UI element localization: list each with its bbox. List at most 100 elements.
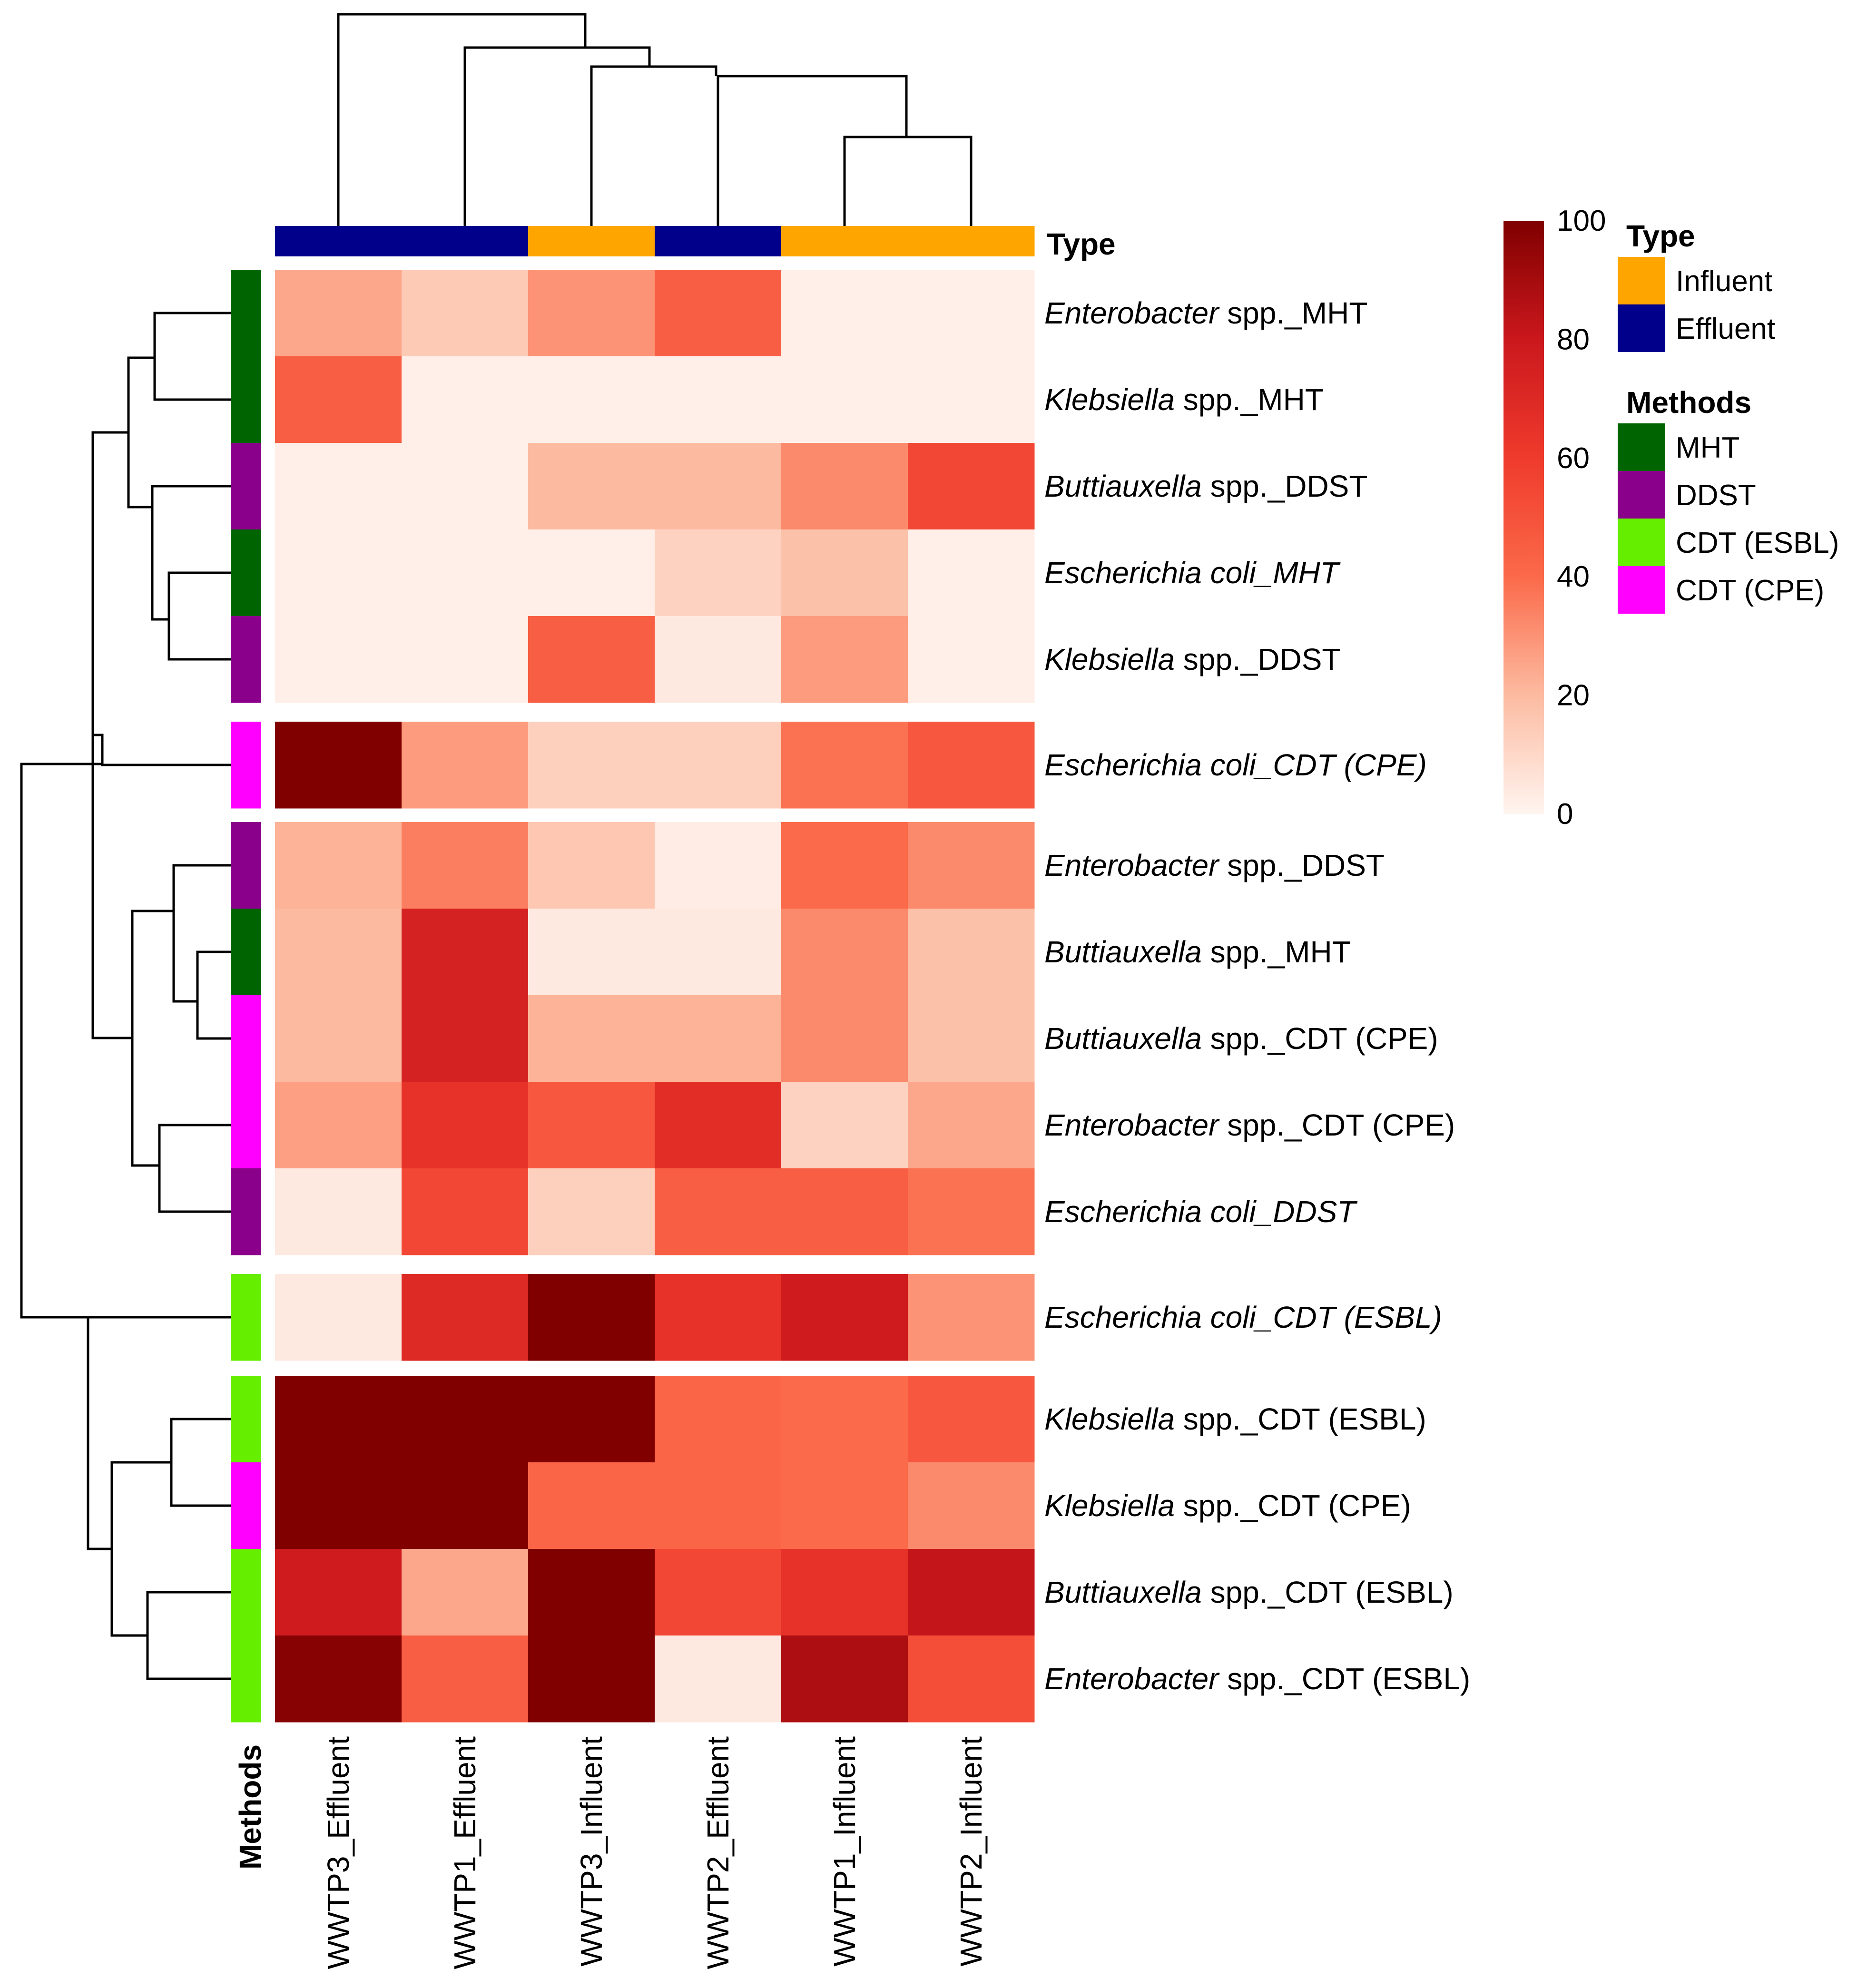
- row-label: Klebsiella spp._MHT: [1044, 382, 1324, 417]
- heatmap-cell: [655, 443, 782, 530]
- row-label: Buttiauxella spp._CDT (CPE): [1044, 1021, 1438, 1056]
- row-label-genus: Klebsiella: [1044, 382, 1175, 417]
- methods-legend-swatch: [1618, 471, 1665, 519]
- methods-track-cell: [231, 356, 261, 443]
- methods-track-cell: [231, 529, 261, 617]
- heatmap-cell: [402, 1274, 529, 1361]
- type-track-cell: [908, 226, 1035, 256]
- type-legend-swatch: [1618, 257, 1665, 304]
- column-dendrogram-branch: [337, 13, 587, 226]
- row-dendrogram-branch: [170, 1418, 231, 1507]
- row-dendrogram-branch: [127, 356, 155, 509]
- heatmap-cell: [528, 1376, 655, 1463]
- row-label-genus: Escherichia coli_CDT (ESBL): [1044, 1300, 1442, 1334]
- heatmap-cell: [655, 1168, 782, 1255]
- row-label-genus: Klebsiella: [1044, 1489, 1175, 1523]
- row-label-genus: Klebsiella: [1044, 1402, 1175, 1436]
- methods-legend-swatch: [1618, 519, 1665, 566]
- methods-track-cell: [231, 1549, 261, 1636]
- methods-legend-swatch: [1618, 423, 1665, 471]
- heatmap-cell: [528, 822, 655, 909]
- heatmap-cell: [275, 270, 402, 357]
- methods-legend-swatch: [1618, 566, 1665, 614]
- heatmap-cell: [402, 356, 529, 443]
- heatmap-cell: [908, 356, 1035, 443]
- column-labels: WWTP3_Effluent WWTP1_Effluent WWTP3_Influe…: [321, 1736, 988, 1969]
- methods-annotation-track: [231, 270, 261, 1723]
- heatmap-cell: [402, 443, 529, 530]
- heatmap-cell: [655, 1462, 782, 1549]
- row-label-genus: Klebsiella: [1044, 642, 1175, 676]
- type-annotation-track: [275, 226, 1035, 256]
- heatmap-cell: [275, 356, 402, 443]
- row-label-genus: Buttiauxella: [1044, 1021, 1202, 1056]
- heatmap-cell: [655, 1376, 782, 1463]
- column-label: WWTP2_Influent: [954, 1736, 988, 1967]
- row-label-suffix: spp._CDT (CPE): [1175, 1489, 1411, 1523]
- heatmap-cell: [402, 1549, 529, 1636]
- column-dendrogram: [337, 13, 973, 226]
- methods-track-title: Methods: [233, 1744, 267, 1870]
- heatmap-cell: [655, 1549, 782, 1636]
- color-scale-legend: 0 20 40 60 80 100: [1503, 205, 1606, 831]
- heatmap-cell: [528, 1168, 655, 1255]
- type-track-cell: [275, 226, 402, 256]
- type-legend-swatch: [1618, 304, 1665, 352]
- methods-legend-label: CDT (ESBL): [1676, 527, 1839, 559]
- heatmap-cell: [781, 1082, 908, 1169]
- column-label: WWTP3_Influent: [574, 1736, 609, 1967]
- heatmap-cell: [908, 822, 1035, 909]
- heatmap-cell: [908, 909, 1035, 996]
- row-dendrogram-branch: [172, 864, 231, 1003]
- column-label: WWTP1_Effluent: [448, 1736, 482, 1969]
- heatmap-cell: [655, 822, 782, 909]
- heatmap-cell: [528, 443, 655, 530]
- heatmap-cell: [402, 1168, 529, 1255]
- row-label: Buttiauxella spp._CDT (ESBL): [1044, 1575, 1454, 1609]
- methods-track-cell: [231, 1376, 261, 1463]
- heatmap-cell: [528, 1549, 655, 1636]
- heatmap-cell: [908, 1274, 1035, 1361]
- row-label-suffix: spp._MHT: [1218, 296, 1367, 330]
- row-label: Enterobacter spp._CDT (CPE): [1044, 1108, 1455, 1142]
- heatmap-cell: [275, 1635, 402, 1723]
- heatmap-cells: [275, 270, 1035, 1723]
- color-scale-bar: [1503, 221, 1544, 814]
- row-label-genus: Buttiauxella: [1044, 1575, 1202, 1609]
- type-legend-label: Effluent: [1676, 313, 1775, 345]
- heatmap-cell: [655, 995, 782, 1082]
- methods-legend-title: Methods: [1626, 385, 1751, 420]
- heatmap-cell: [275, 1376, 402, 1463]
- heatmap-cell: [908, 529, 1035, 617]
- methods-track-cell: [231, 270, 261, 357]
- row-label: Buttiauxella spp._DDST: [1044, 469, 1367, 503]
- heatmap-cell: [781, 356, 908, 443]
- heatmap-cell: [908, 1082, 1035, 1169]
- column-dendrogram-branch: [590, 65, 717, 226]
- methods-track-cell: [231, 909, 261, 996]
- heatmap-cell: [402, 529, 529, 617]
- methods-legend-label: DDST: [1676, 479, 1756, 512]
- column-label: WWTP3_Effluent: [321, 1736, 355, 1969]
- row-label: Escherichia coli_CDT (CPE): [1044, 748, 1427, 782]
- heatmap-cell: [781, 1549, 908, 1636]
- heatmap-cell: [781, 529, 908, 617]
- row-label-suffix: spp._DDST: [1218, 848, 1385, 882]
- row-dendrogram: [20, 312, 231, 1680]
- row-label: Enterobacter spp._CDT (ESBL): [1044, 1662, 1470, 1696]
- row-label: Escherichia coli_CDT (ESBL): [1044, 1300, 1442, 1334]
- type-track-cell: [528, 226, 655, 256]
- color-scale-tick-label: 40: [1557, 560, 1590, 593]
- heatmap-cell: [275, 722, 402, 809]
- heatmap-cell: [908, 1635, 1035, 1723]
- row-label: Klebsiella spp._CDT (ESBL): [1044, 1402, 1426, 1436]
- row-dendrogram-branch: [151, 485, 231, 621]
- heatmap-cell: [275, 1274, 402, 1361]
- heatmap-cell: [655, 616, 782, 703]
- row-label-genus: Buttiauxella: [1044, 469, 1202, 503]
- heatmap-cell: [655, 270, 782, 357]
- row-label-genus: Buttiauxella: [1044, 935, 1202, 969]
- row-label: Escherichia coli_DDST: [1044, 1195, 1357, 1229]
